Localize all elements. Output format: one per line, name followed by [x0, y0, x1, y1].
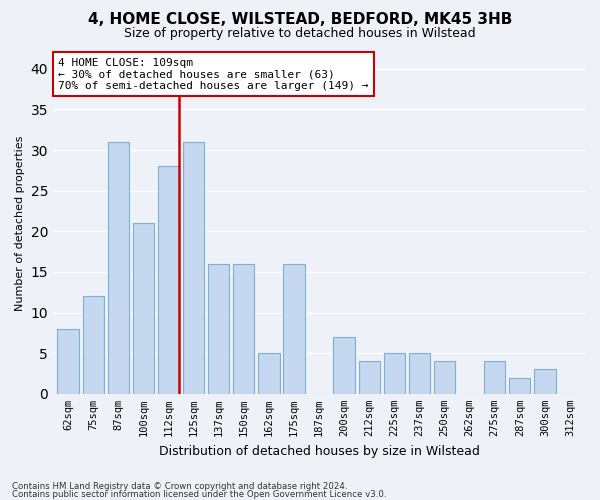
- Bar: [409, 353, 430, 394]
- Bar: [534, 370, 556, 394]
- Text: Contains public sector information licensed under the Open Government Licence v3: Contains public sector information licen…: [12, 490, 386, 499]
- Bar: [107, 142, 129, 394]
- Bar: [133, 223, 154, 394]
- Bar: [383, 353, 405, 394]
- Bar: [283, 264, 305, 394]
- Bar: [233, 264, 254, 394]
- Bar: [334, 337, 355, 394]
- Bar: [83, 296, 104, 394]
- Text: 4, HOME CLOSE, WILSTEAD, BEDFORD, MK45 3HB: 4, HOME CLOSE, WILSTEAD, BEDFORD, MK45 3…: [88, 12, 512, 28]
- Bar: [484, 362, 505, 394]
- Text: Contains HM Land Registry data © Crown copyright and database right 2024.: Contains HM Land Registry data © Crown c…: [12, 482, 347, 491]
- Bar: [258, 353, 280, 394]
- Bar: [58, 329, 79, 394]
- X-axis label: Distribution of detached houses by size in Wilstead: Distribution of detached houses by size …: [158, 444, 479, 458]
- Text: Size of property relative to detached houses in Wilstead: Size of property relative to detached ho…: [124, 28, 476, 40]
- Bar: [434, 362, 455, 394]
- Bar: [359, 362, 380, 394]
- Y-axis label: Number of detached properties: Number of detached properties: [15, 136, 25, 311]
- Bar: [509, 378, 530, 394]
- Text: 4 HOME CLOSE: 109sqm
← 30% of detached houses are smaller (63)
70% of semi-detac: 4 HOME CLOSE: 109sqm ← 30% of detached h…: [58, 58, 369, 91]
- Bar: [183, 142, 204, 394]
- Bar: [158, 166, 179, 394]
- Bar: [208, 264, 229, 394]
